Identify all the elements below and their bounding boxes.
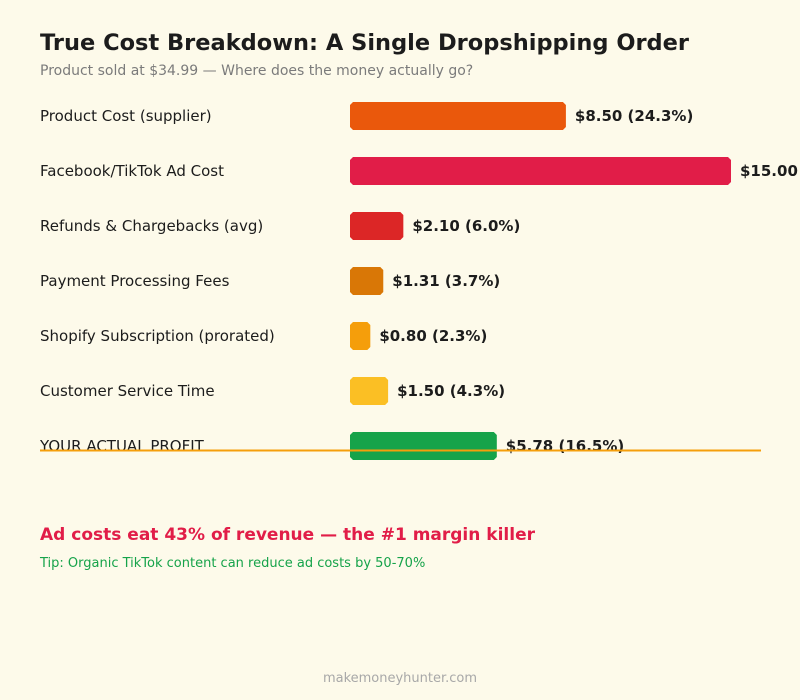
category-label: Facebook/TikTok Ad Cost [40, 162, 224, 180]
value-label: $15.00 (42.9%) [740, 162, 800, 180]
category-label: Refunds & Chargebacks (avg) [40, 217, 263, 235]
value-label: $1.50 (4.3%) [397, 382, 505, 400]
bar [350, 322, 371, 350]
bar [350, 377, 389, 405]
value-label: $8.50 (24.3%) [575, 107, 693, 125]
category-label: YOUR ACTUAL PROFIT [39, 437, 205, 455]
chart-title: True Cost Breakdown: A Single Dropshippi… [40, 30, 690, 56]
bar [350, 157, 731, 185]
category-label: Customer Service Time [40, 382, 215, 400]
category-label: Shopify Subscription (prorated) [40, 327, 275, 345]
bar [350, 212, 404, 240]
value-label: $5.78 (16.5%) [506, 437, 624, 455]
ad-cost-callout: Ad costs eat 43% of revenue — the #1 mar… [40, 525, 535, 545]
bar [350, 267, 384, 295]
value-label: $2.10 (6.0%) [412, 217, 520, 235]
bar [350, 432, 497, 460]
chart-subtitle: Product sold at $34.99 — Where does the … [40, 63, 474, 79]
footer-credit: makemoneyhunter.com [322, 671, 478, 686]
category-label: Product Cost (supplier) [40, 107, 212, 125]
value-label: $1.31 (3.7%) [392, 272, 500, 290]
tip-text: Tip: Organic TikTok content can reduce a… [40, 556, 426, 571]
category-label: Payment Processing Fees [40, 272, 230, 290]
bar [350, 102, 566, 130]
value-label: $0.80 (2.3%) [379, 327, 487, 345]
